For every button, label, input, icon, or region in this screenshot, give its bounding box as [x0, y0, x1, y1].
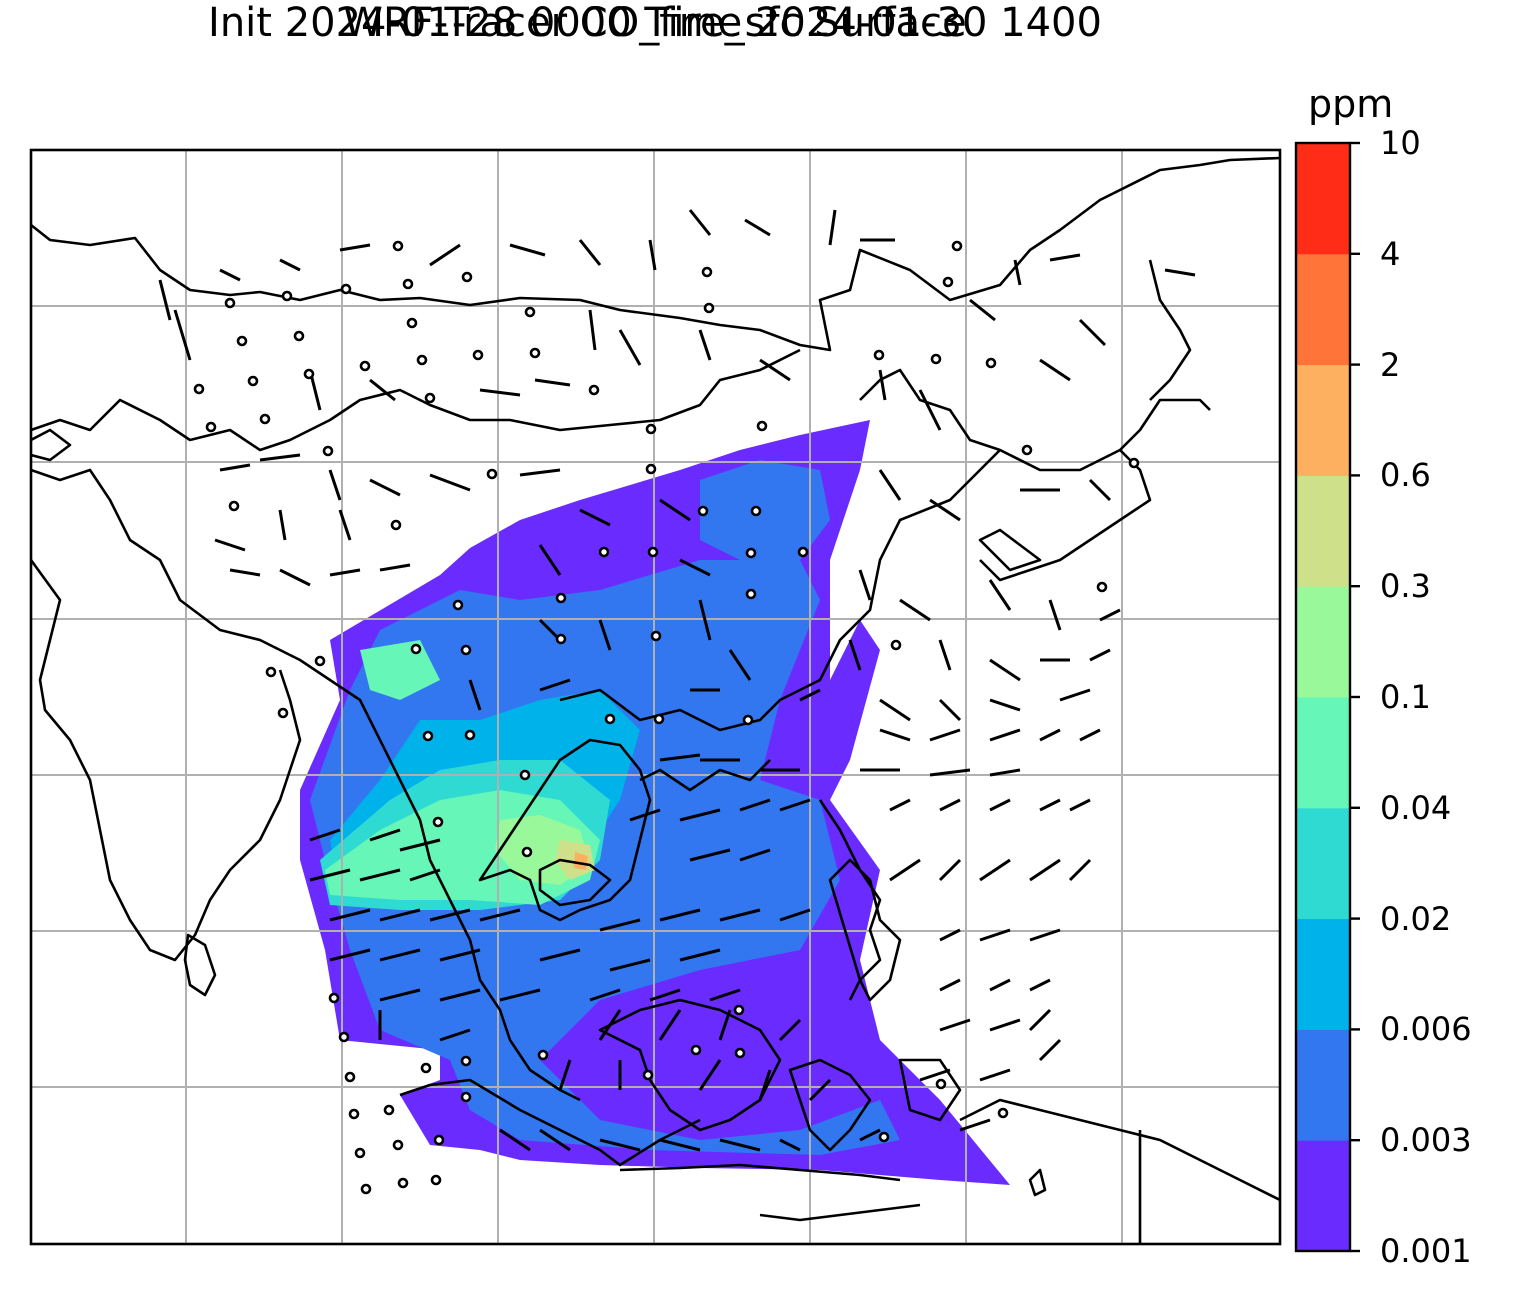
colorbar-segment	[1296, 586, 1350, 698]
concentration-level-5-india	[360, 640, 440, 700]
colorbar-tick-label: 10	[1380, 124, 1421, 162]
calm-wind-circles	[193, 240, 1140, 1195]
coastlines	[31, 156, 1280, 1244]
colorbar-unit-label: ppm	[1308, 82, 1394, 126]
colorbar-segment	[1296, 697, 1350, 809]
concentration-level-2	[310, 560, 900, 1155]
colorbar-segment	[1296, 1029, 1350, 1141]
map-frame	[29, 148, 1282, 1246]
colorbar-tick-label: 0.006	[1380, 1010, 1472, 1049]
colorbar-tick-label: 0.003	[1380, 1121, 1472, 1160]
colorbar-tick-label: 0.6	[1380, 456, 1431, 495]
colorbar-tick-label: 0.02	[1380, 899, 1452, 938]
colorbar-segment	[1296, 143, 1350, 255]
colorbar-segment	[1296, 807, 1350, 920]
colorbar-segment	[1296, 475, 1350, 587]
colorbar-tick-label: 4	[1380, 234, 1401, 273]
colorbar-tick-label: 0.04	[1380, 788, 1452, 827]
colorbar-segment	[1296, 253, 1350, 366]
colorbar-tick-label: 0.1	[1380, 678, 1431, 716]
colorbar-segment	[1296, 364, 1350, 476]
concentration-hotspot	[574, 852, 588, 870]
colorbar-tick-label: 0.3	[1380, 567, 1431, 606]
wind-barbs	[158, 209, 1196, 1152]
title-line-1: WRF-Tracer CO_fire_sfc Surface	[343, 0, 967, 46]
map-gridlines	[31, 150, 1280, 1244]
map-panel	[31, 150, 1280, 1244]
concentration-level-2-north	[700, 460, 830, 560]
colorbar-segment	[1296, 1140, 1350, 1252]
colorbar	[1294, 141, 1360, 1253]
colorbar-segment	[1296, 918, 1350, 1030]
colorbar-tick-label: 0.001	[1380, 1232, 1472, 1270]
title-line-2: Init 2024-01-28 0000 Time 2024-01-30 140…	[208, 0, 1102, 46]
colorbar-tick-label: 2	[1380, 345, 1401, 384]
